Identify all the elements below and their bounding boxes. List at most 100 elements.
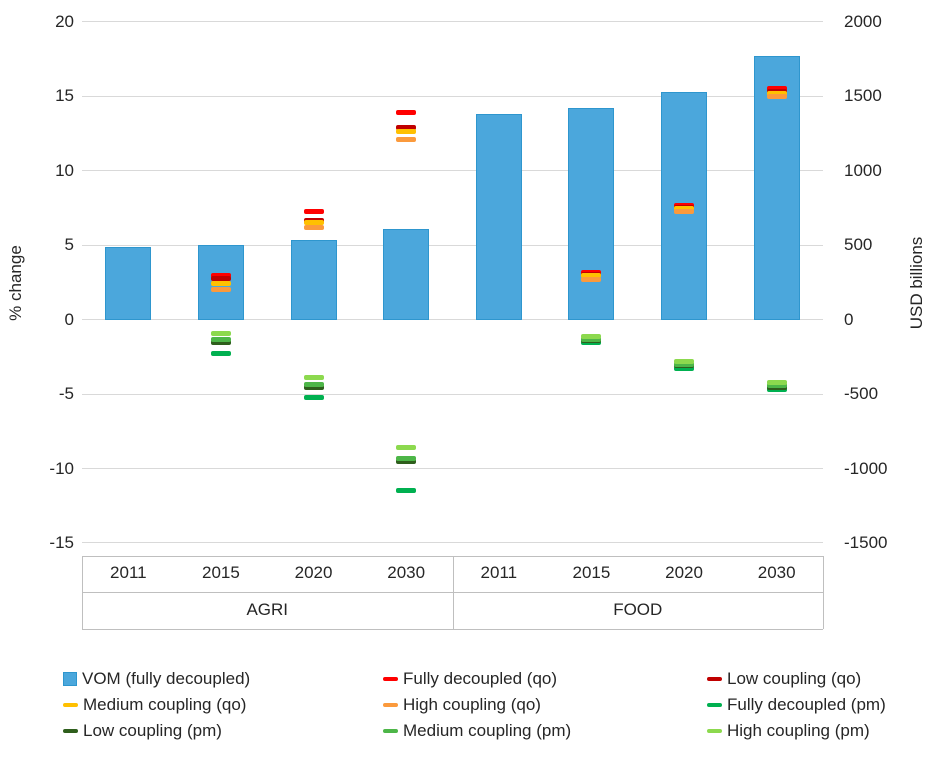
dash-marker <box>396 110 417 116</box>
right-axis-tick-label: 0 <box>844 309 854 329</box>
left-axis-tick-label: -5 <box>58 384 74 404</box>
left-axis-tick-label: 15 <box>55 86 74 106</box>
dash-marker <box>210 286 231 292</box>
left-axis-tick-label: 0 <box>64 309 74 329</box>
dash-marker <box>303 384 324 390</box>
dash-marker <box>674 365 695 371</box>
legend-item: VOM (fully decoupled) <box>63 668 383 689</box>
legend-item: Medium coupling (qo) <box>63 694 383 715</box>
left-axis-tick-label: 20 <box>55 11 74 31</box>
right-axis-tick-label: 500 <box>844 235 873 255</box>
legend-swatch-icon <box>63 702 78 707</box>
legend-item: High coupling (pm) <box>707 720 886 741</box>
gridline <box>82 21 823 23</box>
dash-marker <box>303 224 324 230</box>
dash-marker <box>210 340 231 346</box>
right-axis-tick-label: -1500 <box>844 532 888 552</box>
dash-marker <box>303 381 324 387</box>
vom-bar <box>105 246 152 320</box>
right-axis-tick-label: -1000 <box>844 458 888 478</box>
dash-marker <box>674 206 695 212</box>
legend-label: Low coupling (qo) <box>727 668 862 688</box>
gridline <box>82 393 823 395</box>
dash-marker <box>766 382 787 388</box>
year-label: 2020 <box>665 563 703 582</box>
dash-marker <box>766 379 787 385</box>
legend-swatch-icon <box>707 676 722 681</box>
group-label: AGRI <box>246 600 289 619</box>
dash-marker <box>210 281 231 287</box>
vom-bar <box>475 114 522 320</box>
legend-item: Fully decoupled (qo) <box>383 668 707 689</box>
category-axis-separator <box>452 556 454 629</box>
dash-marker <box>210 337 231 343</box>
vom-bar <box>383 228 430 320</box>
dash-marker <box>674 361 695 367</box>
legend-swatch-icon <box>383 676 398 681</box>
dash-marker <box>581 273 602 279</box>
legend-label: High coupling (qo) <box>403 694 541 714</box>
right-axis-title: USD billions <box>907 236 926 330</box>
left-axis-tick-label: 5 <box>64 235 74 255</box>
legend-item: Low coupling (qo) <box>707 668 886 689</box>
dash-marker <box>766 93 787 99</box>
legend-swatch-icon <box>63 728 78 733</box>
legend-swatch-icon <box>383 702 398 707</box>
year-label: 2020 <box>294 563 333 582</box>
category-axis-separator <box>82 556 83 629</box>
year-label: 2015 <box>202 563 240 582</box>
right-axis-tick-label: -500 <box>844 384 879 404</box>
left-axis-title: % change <box>6 245 25 321</box>
year-label: 2011 <box>480 563 518 582</box>
legend-swatch-icon <box>383 728 398 733</box>
legend-label: High coupling (pm) <box>727 720 870 740</box>
gridline <box>82 170 823 172</box>
gridline <box>82 319 823 321</box>
dash-marker <box>303 394 324 400</box>
dash-marker <box>396 488 417 494</box>
dash-marker <box>303 220 324 226</box>
gridline <box>82 468 823 470</box>
vom-bar <box>568 108 615 320</box>
legend-label: Medium coupling (pm) <box>403 720 572 740</box>
year-label: 2030 <box>757 563 796 582</box>
group-label: FOOD <box>613 600 663 619</box>
legend-label: VOM (fully decoupled) <box>82 668 251 688</box>
dash-marker <box>396 459 417 465</box>
gridline <box>82 244 823 246</box>
category-axis-separator <box>823 556 824 629</box>
dash-marker <box>674 358 695 364</box>
gridline <box>82 95 823 97</box>
dash-marker <box>581 336 602 342</box>
legend-item: Fully decoupled (pm) <box>707 694 886 715</box>
dash-marker <box>396 445 417 451</box>
left-axis-tick-label: -15 <box>49 532 74 552</box>
dash-marker <box>674 209 695 215</box>
year-label: 2015 <box>572 563 611 582</box>
dash-marker <box>581 277 602 282</box>
legend-label: Medium coupling (qo) <box>83 694 247 714</box>
right-axis-tick-label: 1500 <box>844 86 882 106</box>
legend: VOM (fully decoupled) Fully decoupled (qo… <box>63 668 886 741</box>
legend-item: High coupling (qo) <box>383 694 707 715</box>
vom-bar <box>290 240 337 320</box>
legend-label: Fully decoupled (pm) <box>727 694 886 714</box>
dash-marker <box>210 350 231 356</box>
legend-item: Low coupling (pm) <box>63 720 383 741</box>
dash-marker <box>303 208 324 214</box>
year-label: 2030 <box>387 563 426 582</box>
dash-marker <box>303 375 324 381</box>
legend-swatch-icon <box>707 728 722 733</box>
gridline <box>82 542 823 544</box>
left-axis-tick-label: 10 <box>55 160 74 180</box>
right-axis-tick-label: 1000 <box>844 160 882 180</box>
legend-swatch-icon <box>63 671 77 686</box>
legend-label: Fully decoupled (qo) <box>403 668 558 688</box>
dash-marker <box>581 333 602 339</box>
dash-marker <box>396 125 417 131</box>
year-label: 2011 <box>110 563 147 582</box>
dash-marker <box>210 331 231 337</box>
legend-swatch-icon <box>707 702 722 707</box>
category-axis-line <box>82 629 823 630</box>
